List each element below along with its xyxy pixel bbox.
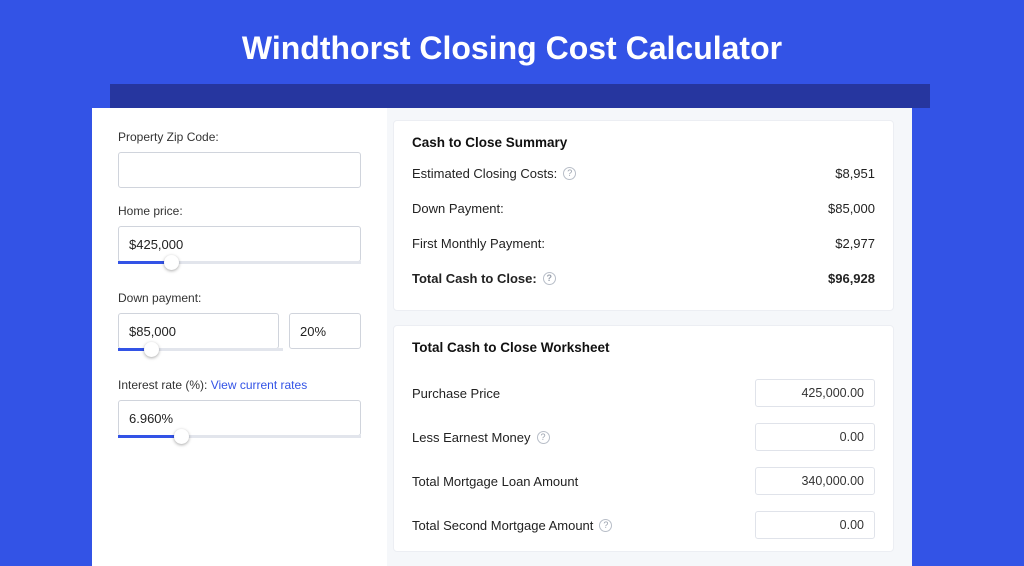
summary-row-label: Total Cash to Close:?: [412, 271, 556, 286]
worksheet-title: Total Cash to Close Worksheet: [412, 340, 875, 355]
worksheet-row: Total Second Mortgage Amount?: [412, 503, 875, 547]
home-price-slider[interactable]: [118, 261, 361, 275]
worksheet-row-label: Total Second Mortgage Amount?: [412, 518, 612, 533]
slider-fill: [118, 435, 181, 438]
worksheet-value-input[interactable]: [755, 379, 875, 407]
summary-title: Cash to Close Summary: [412, 135, 875, 150]
worksheet-value-input[interactable]: [755, 511, 875, 539]
worksheet-value-input[interactable]: [755, 467, 875, 495]
help-icon[interactable]: ?: [543, 272, 556, 285]
card-shadow: [110, 84, 930, 108]
summary-row: Total Cash to Close:? $96,928: [412, 271, 875, 306]
worksheet-row: Less Earnest Money?: [412, 415, 875, 459]
interest-slider[interactable]: [118, 435, 361, 449]
worksheet-row-label-text: Total Second Mortgage Amount: [412, 518, 593, 533]
zip-label: Property Zip Code:: [118, 130, 361, 144]
down-payment-label: Down payment:: [118, 291, 361, 305]
calculator-card: Property Zip Code: Home price: Down paym…: [92, 108, 912, 566]
interest-label: Interest rate (%): View current rates: [118, 378, 361, 392]
worksheet-panel: Total Cash to Close Worksheet Purchase P…: [393, 325, 894, 552]
slider-fill: [118, 261, 171, 264]
summary-row-label: First Monthly Payment:: [412, 236, 545, 251]
down-payment-input[interactable]: [118, 313, 279, 349]
summary-row-label-text: Down Payment:: [412, 201, 504, 216]
down-payment-slider[interactable]: [118, 348, 283, 362]
summary-row: First Monthly Payment: $2,977: [412, 236, 875, 271]
summary-row-label: Estimated Closing Costs:?: [412, 166, 576, 181]
summary-row-value: $85,000: [828, 201, 875, 216]
worksheet-row: Total Mortgage Loan Amount: [412, 459, 875, 503]
summary-row: Down Payment: $85,000: [412, 201, 875, 236]
summary-row-label-text: Estimated Closing Costs:: [412, 166, 557, 181]
slider-thumb[interactable]: [174, 429, 189, 444]
worksheet-row-label: Less Earnest Money?: [412, 430, 550, 445]
page-title: Windthorst Closing Cost Calculator: [0, 0, 1024, 67]
worksheet-row-label: Total Mortgage Loan Amount: [412, 474, 578, 489]
interest-input[interactable]: [118, 400, 361, 436]
worksheet-row-label-text: Purchase Price: [412, 386, 500, 401]
summary-row-label: Down Payment:: [412, 201, 504, 216]
interest-label-text: Interest rate (%):: [118, 378, 211, 392]
home-price-input[interactable]: [118, 226, 361, 262]
summary-panel: Cash to Close Summary Estimated Closing …: [393, 120, 894, 311]
summary-row-label-text: Total Cash to Close:: [412, 271, 537, 286]
worksheet-row-label-text: Less Earnest Money: [412, 430, 531, 445]
help-icon[interactable]: ?: [563, 167, 576, 180]
slider-thumb[interactable]: [144, 342, 159, 357]
summary-row-value: $2,977: [835, 236, 875, 251]
slider-thumb[interactable]: [164, 255, 179, 270]
home-price-field: Home price:: [118, 204, 361, 275]
summary-row-value: $8,951: [835, 166, 875, 181]
summary-row: Estimated Closing Costs:? $8,951: [412, 166, 875, 201]
interest-field: Interest rate (%): View current rates: [118, 378, 361, 449]
summary-row-value: $96,928: [828, 271, 875, 286]
inputs-pane: Property Zip Code: Home price: Down paym…: [92, 108, 387, 566]
worksheet-row: Purchase Price: [412, 371, 875, 415]
zip-input[interactable]: [118, 152, 361, 188]
down-payment-field: Down payment:: [118, 291, 361, 362]
help-icon[interactable]: ?: [599, 519, 612, 532]
worksheet-row-label-text: Total Mortgage Loan Amount: [412, 474, 578, 489]
view-rates-link[interactable]: View current rates: [211, 378, 308, 392]
home-price-label: Home price:: [118, 204, 361, 218]
summary-row-label-text: First Monthly Payment:: [412, 236, 545, 251]
worksheet-row-label: Purchase Price: [412, 386, 500, 401]
worksheet-value-input[interactable]: [755, 423, 875, 451]
help-icon[interactable]: ?: [537, 431, 550, 444]
results-pane: Cash to Close Summary Estimated Closing …: [387, 108, 912, 566]
down-payment-pct-input[interactable]: [289, 313, 361, 349]
zip-field: Property Zip Code:: [118, 130, 361, 188]
